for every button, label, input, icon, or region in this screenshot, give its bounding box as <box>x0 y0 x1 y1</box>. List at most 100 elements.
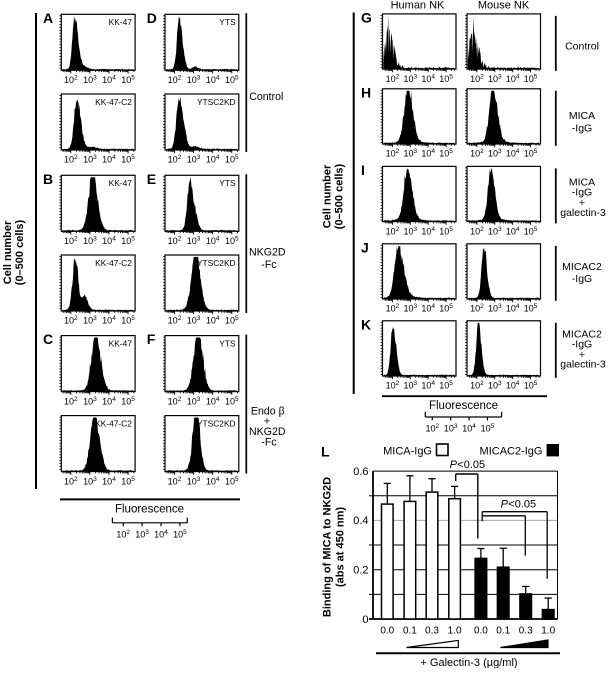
svg-text:0.0: 0.0 <box>380 626 394 637</box>
svg-text:0.1: 0.1 <box>403 626 417 637</box>
svg-text:105: 105 <box>225 236 239 247</box>
svg-text:105: 105 <box>121 396 135 407</box>
svg-text:105: 105 <box>121 315 135 326</box>
svg-text:Control: Control <box>249 91 283 103</box>
svg-text:I: I <box>361 162 365 178</box>
svg-text:-IgG: -IgG <box>572 122 592 134</box>
svg-text:Cell number: Cell number <box>322 164 334 228</box>
svg-text:103: 103 <box>187 154 201 165</box>
svg-text:0.6: 0.6 <box>353 466 368 478</box>
svg-text:103: 103 <box>488 303 502 314</box>
svg-text:102: 102 <box>168 396 182 407</box>
svg-text:103: 103 <box>187 75 201 86</box>
svg-text:Binding of MICA to NKG2D: Binding of MICA to NKG2D <box>322 477 334 617</box>
svg-text:103: 103 <box>488 380 502 391</box>
svg-text:103: 103 <box>135 529 149 540</box>
svg-text:1.0: 1.0 <box>448 626 462 637</box>
svg-text:<0.05: <0.05 <box>508 499 536 511</box>
svg-text:105: 105 <box>225 315 239 326</box>
svg-text:103: 103 <box>83 476 97 487</box>
svg-text:YTSC2KD: YTSC2KD <box>197 258 236 268</box>
svg-text:(0–500 cells): (0–500 cells) <box>14 219 26 285</box>
svg-text:104: 104 <box>154 529 168 540</box>
svg-text:102: 102 <box>168 236 182 247</box>
svg-text:0.3: 0.3 <box>519 626 533 637</box>
svg-text:Endo β: Endo β <box>251 406 285 418</box>
svg-text:103: 103 <box>444 423 458 434</box>
svg-text:P: P <box>501 499 509 511</box>
svg-text:105: 105 <box>173 529 187 540</box>
svg-text:102: 102 <box>168 75 182 86</box>
svg-text:104: 104 <box>102 236 116 247</box>
svg-text:Fluorescence: Fluorescence <box>115 504 184 516</box>
svg-text:1.0: 1.0 <box>541 626 555 637</box>
svg-text:C: C <box>43 331 53 347</box>
svg-text:105: 105 <box>121 236 135 247</box>
svg-text:102: 102 <box>386 148 400 159</box>
svg-text:+: + <box>579 349 585 361</box>
svg-text:KK-47-C2: KK-47-C2 <box>95 97 132 107</box>
svg-text:105: 105 <box>439 303 453 314</box>
svg-text:102: 102 <box>116 529 130 540</box>
svg-text:Human NK: Human NK <box>391 0 445 12</box>
svg-text:E: E <box>147 171 156 187</box>
svg-text:103: 103 <box>403 73 417 84</box>
svg-text:A: A <box>43 10 53 26</box>
svg-text:102: 102 <box>470 380 484 391</box>
svg-text:Mouse NK: Mouse NK <box>478 0 530 12</box>
svg-text:B: B <box>43 171 53 187</box>
svg-text:+ Galectin-3 (µg/ml): + Galectin-3 (µg/ml) <box>420 657 517 668</box>
svg-text:104: 104 <box>206 396 220 407</box>
svg-text:MICAC2-IgG: MICAC2-IgG <box>480 446 543 458</box>
svg-text:H: H <box>361 85 371 101</box>
svg-text:104: 104 <box>102 396 116 407</box>
svg-text:(abs at 450 nm): (abs at 450 nm) <box>335 507 347 587</box>
svg-text:102: 102 <box>64 476 78 487</box>
svg-text:0.2: 0.2 <box>353 565 368 577</box>
svg-text:102: 102 <box>470 226 484 237</box>
svg-text:105: 105 <box>524 148 538 159</box>
svg-text:MICAC2: MICAC2 <box>562 328 602 340</box>
svg-text:105: 105 <box>524 226 538 237</box>
svg-text:P: P <box>450 459 458 471</box>
svg-text:Fluorescence: Fluorescence <box>429 400 498 412</box>
svg-text:104: 104 <box>102 154 116 165</box>
svg-text:102: 102 <box>470 303 484 314</box>
svg-text:D: D <box>147 10 157 26</box>
svg-text:0: 0 <box>362 614 368 626</box>
svg-text:102: 102 <box>168 154 182 165</box>
svg-text:+: + <box>264 415 270 427</box>
svg-text:104: 104 <box>421 303 435 314</box>
svg-text:-Fc: -Fc <box>261 259 277 271</box>
svg-text:105: 105 <box>225 75 239 86</box>
svg-text:104: 104 <box>206 75 220 86</box>
svg-text:104: 104 <box>462 423 476 434</box>
svg-text:104: 104 <box>206 154 220 165</box>
svg-text:102: 102 <box>470 73 484 84</box>
svg-text:MICA-IgG: MICA-IgG <box>383 446 432 458</box>
svg-text:104: 104 <box>506 226 520 237</box>
svg-text:YTSC2KD: YTSC2KD <box>197 418 236 428</box>
svg-text:MICAC2: MICAC2 <box>562 261 602 273</box>
svg-text:103: 103 <box>83 75 97 86</box>
svg-text:103: 103 <box>187 476 201 487</box>
svg-text:104: 104 <box>206 315 220 326</box>
svg-text:galectin-3: galectin-3 <box>560 358 606 370</box>
svg-text:105: 105 <box>439 380 453 391</box>
svg-text:102: 102 <box>386 226 400 237</box>
svg-text:0.1: 0.1 <box>496 626 510 637</box>
svg-text:104: 104 <box>506 303 520 314</box>
svg-text:Control: Control <box>565 40 599 52</box>
svg-text:103: 103 <box>403 148 417 159</box>
svg-text:104: 104 <box>102 476 116 487</box>
svg-text:YTS: YTS <box>219 338 236 348</box>
svg-text:102: 102 <box>64 75 78 86</box>
svg-text:0.3: 0.3 <box>425 626 439 637</box>
svg-text:103: 103 <box>488 148 502 159</box>
svg-text:105: 105 <box>121 75 135 86</box>
svg-text:Cell number: Cell number <box>2 220 14 284</box>
svg-text:104: 104 <box>102 315 116 326</box>
svg-text:105: 105 <box>225 154 239 165</box>
svg-text:KK-47: KK-47 <box>109 17 133 27</box>
svg-text:galectin-3: galectin-3 <box>560 207 606 219</box>
